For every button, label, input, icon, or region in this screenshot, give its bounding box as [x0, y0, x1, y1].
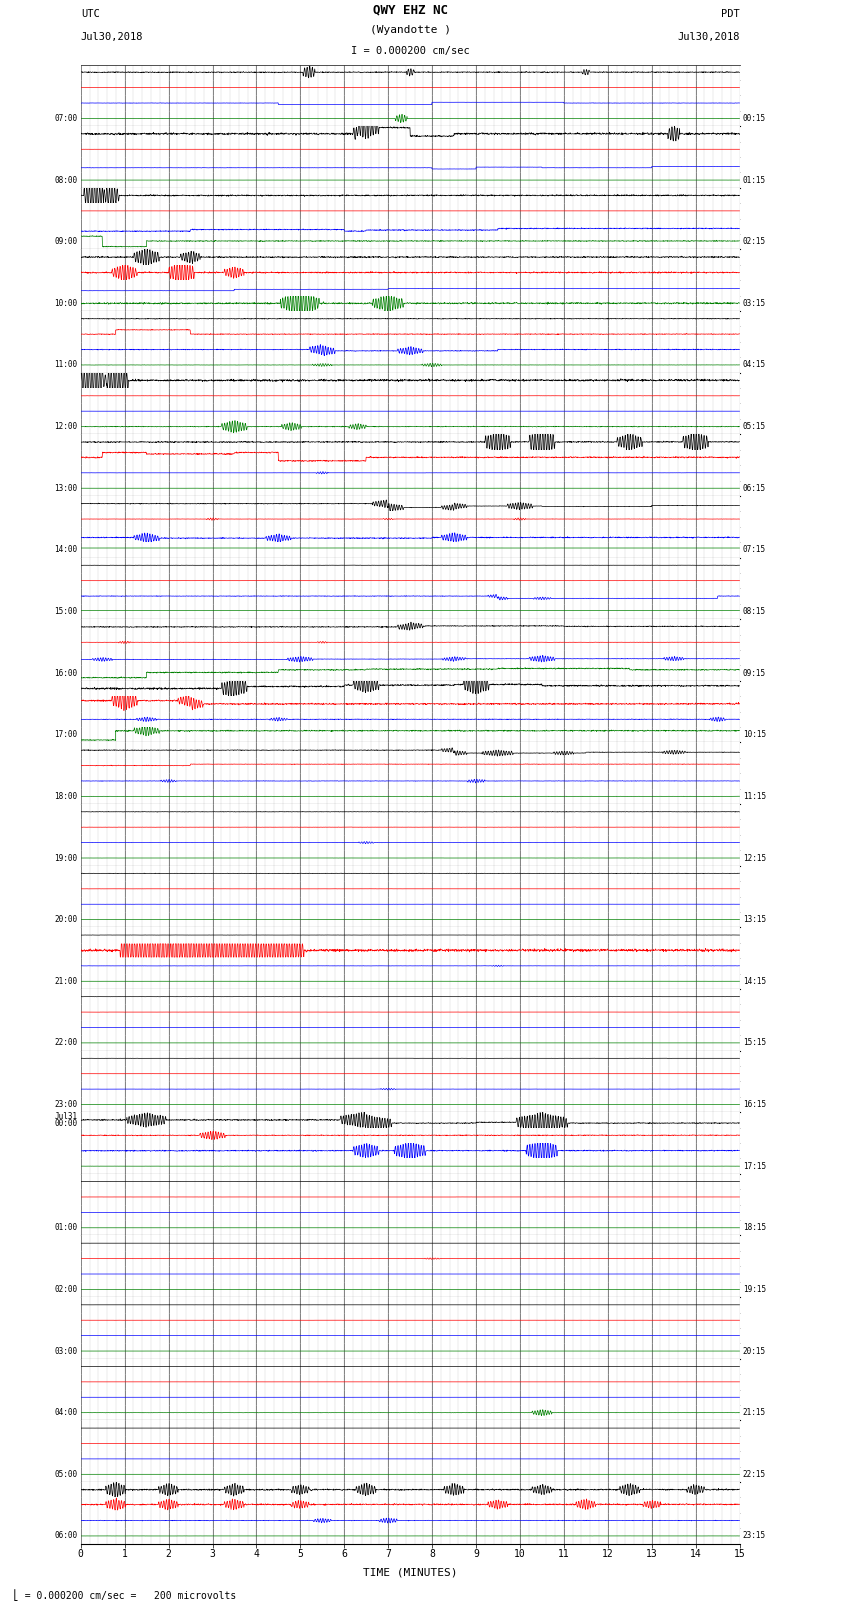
Text: 15:00: 15:00	[54, 606, 77, 616]
Text: 22:15: 22:15	[743, 1469, 766, 1479]
Text: I = 0.000200 cm/sec: I = 0.000200 cm/sec	[351, 47, 469, 56]
Text: Jul30,2018: Jul30,2018	[677, 32, 740, 42]
Text: 02:00: 02:00	[54, 1286, 77, 1294]
Text: 16:15: 16:15	[743, 1100, 766, 1110]
Text: 05:15: 05:15	[743, 423, 766, 431]
Text: 07:15: 07:15	[743, 545, 766, 555]
Text: Jul30,2018: Jul30,2018	[81, 32, 144, 42]
Text: 17:15: 17:15	[743, 1161, 766, 1171]
Text: 14:15: 14:15	[743, 977, 766, 986]
Text: 03:00: 03:00	[54, 1347, 77, 1355]
Text: PDT: PDT	[721, 10, 740, 19]
Text: 17:00: 17:00	[54, 731, 77, 739]
Text: 13:00: 13:00	[54, 484, 77, 492]
Text: 10:15: 10:15	[743, 731, 766, 739]
Text: 22:00: 22:00	[54, 1039, 77, 1047]
Text: 19:15: 19:15	[743, 1286, 766, 1294]
Text: (Wyandotte ): (Wyandotte )	[370, 26, 450, 35]
Text: QWY EHZ NC: QWY EHZ NC	[372, 3, 448, 16]
Text: 23:00: 23:00	[54, 1100, 77, 1110]
Text: 01:15: 01:15	[743, 176, 766, 184]
Text: 04:00: 04:00	[54, 1408, 77, 1418]
Text: 06:00: 06:00	[54, 1531, 77, 1540]
Text: 01:00: 01:00	[54, 1223, 77, 1232]
Text: 00:00: 00:00	[54, 1119, 77, 1127]
Text: 09:15: 09:15	[743, 669, 766, 677]
Text: UTC: UTC	[81, 10, 99, 19]
Text: 11:15: 11:15	[743, 792, 766, 802]
Text: 04:15: 04:15	[743, 360, 766, 369]
Text: 15:15: 15:15	[743, 1039, 766, 1047]
Text: 09:00: 09:00	[54, 237, 77, 247]
Text: 12:00: 12:00	[54, 423, 77, 431]
Text: 20:15: 20:15	[743, 1347, 766, 1355]
Text: 02:15: 02:15	[743, 237, 766, 247]
Text: 07:00: 07:00	[54, 115, 77, 123]
Text: TIME (MINUTES): TIME (MINUTES)	[363, 1568, 457, 1578]
Text: 14:00: 14:00	[54, 545, 77, 555]
Text: 20:00: 20:00	[54, 915, 77, 924]
Text: 03:15: 03:15	[743, 298, 766, 308]
Text: 23:15: 23:15	[743, 1531, 766, 1540]
Text: 16:00: 16:00	[54, 669, 77, 677]
Text: 11:00: 11:00	[54, 360, 77, 369]
Text: 12:15: 12:15	[743, 853, 766, 863]
Text: 19:00: 19:00	[54, 853, 77, 863]
Text: ⎣ = 0.000200 cm/sec =   200 microvolts: ⎣ = 0.000200 cm/sec = 200 microvolts	[13, 1589, 236, 1600]
Text: 18:15: 18:15	[743, 1223, 766, 1232]
Text: 13:15: 13:15	[743, 915, 766, 924]
Text: 08:15: 08:15	[743, 606, 766, 616]
Text: 00:15: 00:15	[743, 115, 766, 123]
Text: 05:00: 05:00	[54, 1469, 77, 1479]
Text: 06:15: 06:15	[743, 484, 766, 492]
Text: Jul31: Jul31	[54, 1113, 77, 1121]
Text: 10:00: 10:00	[54, 298, 77, 308]
Text: 18:00: 18:00	[54, 792, 77, 802]
Text: 08:00: 08:00	[54, 176, 77, 184]
Text: 21:00: 21:00	[54, 977, 77, 986]
Text: 21:15: 21:15	[743, 1408, 766, 1418]
